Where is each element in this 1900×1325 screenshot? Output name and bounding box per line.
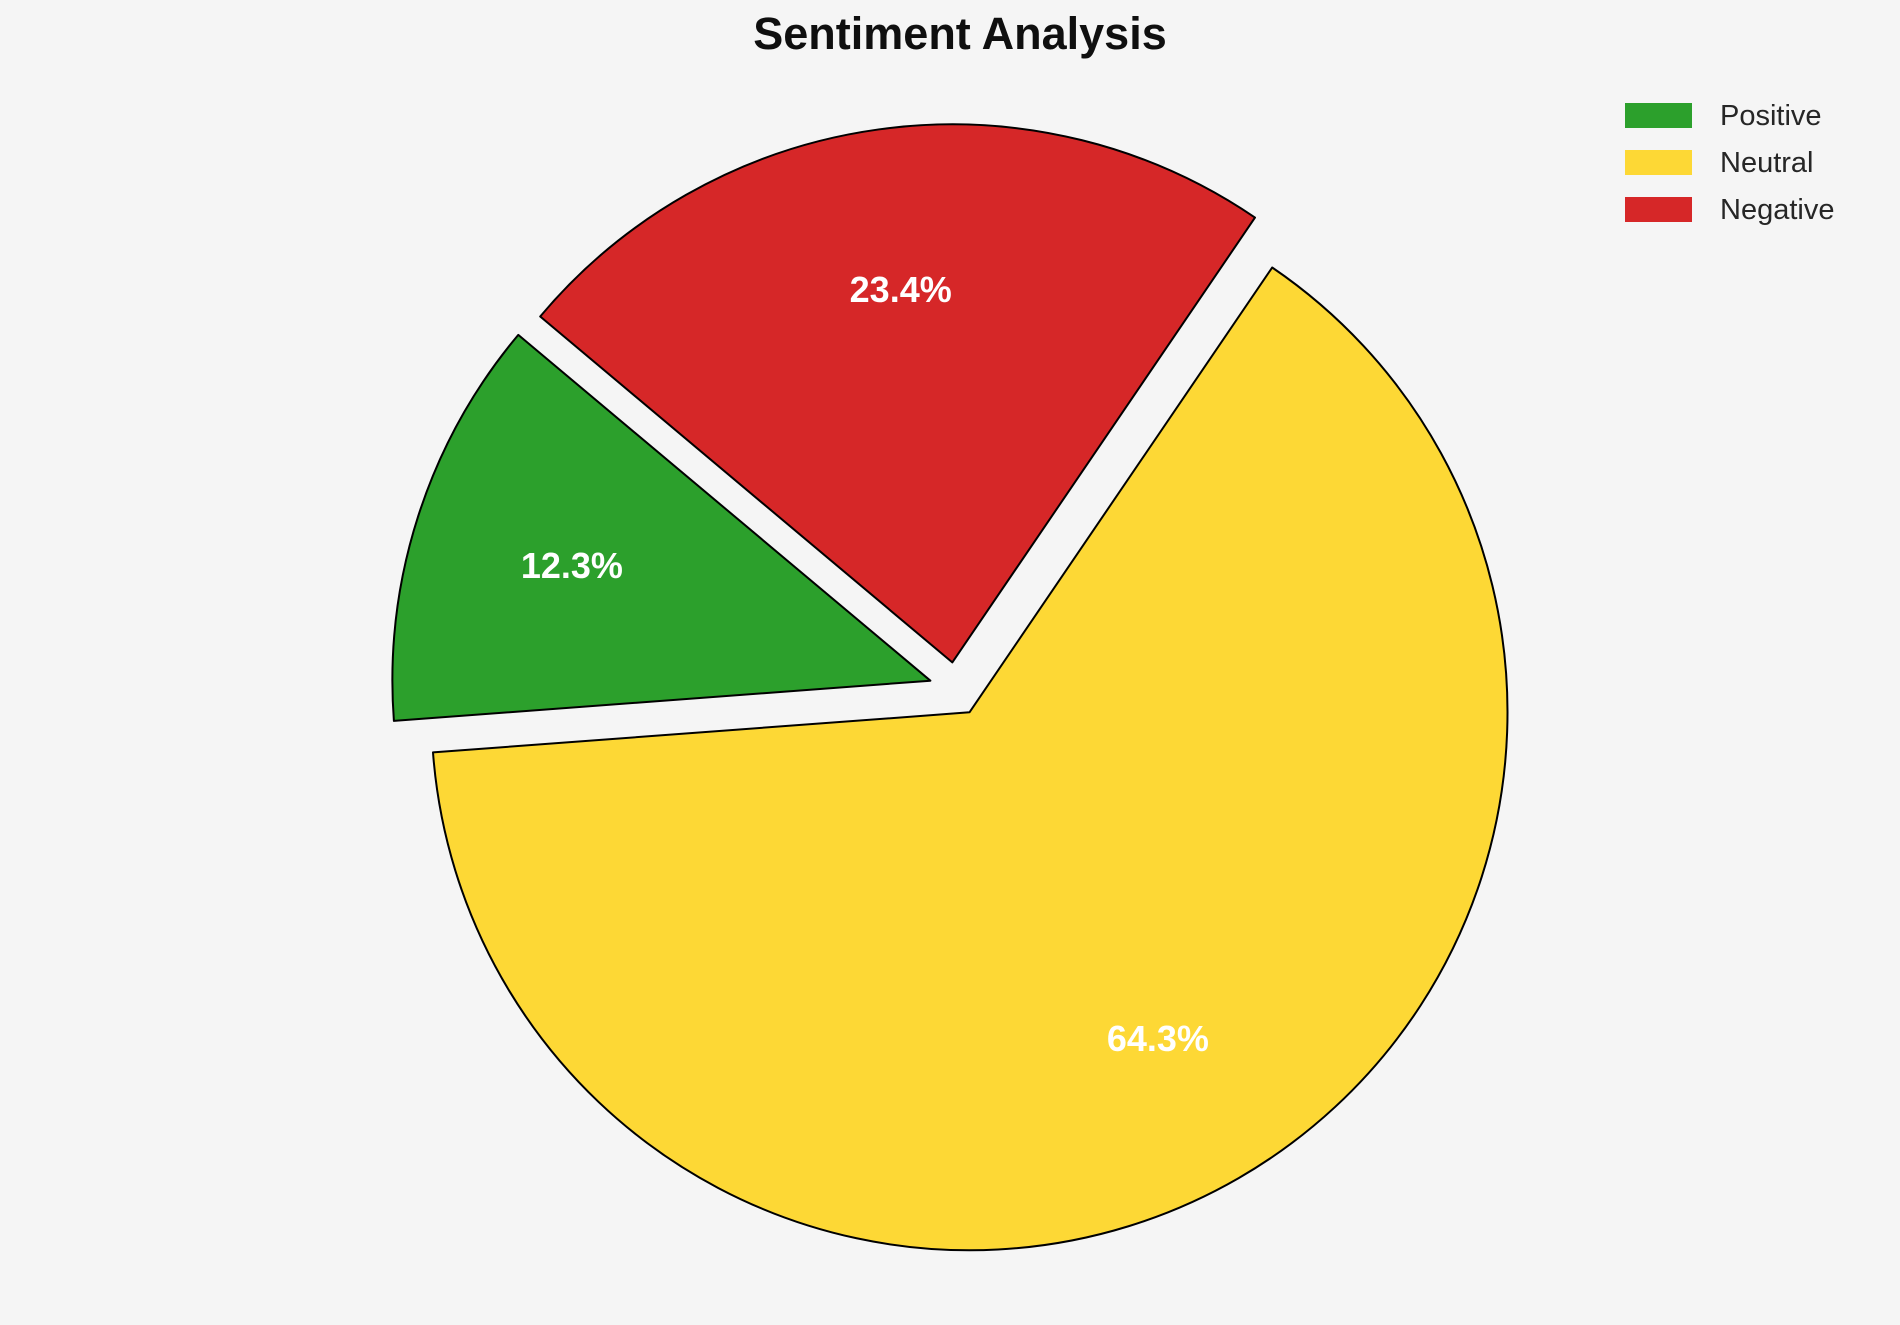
pie-label-negative: 23.4% [850,269,952,310]
pie-slice-positive [391,333,932,722]
legend-label-neutral: Neutral [1720,147,1814,179]
legend-label-positive: Positive [1720,100,1822,132]
legend-swatch-neutral [1625,150,1692,175]
legend-label-negative: Negative [1720,194,1834,226]
pie-slice-negative [539,123,1256,664]
pie-label-positive: 12.3% [521,545,623,586]
pie-label-neutral: 64.3% [1107,1018,1209,1059]
legend-swatch-negative [1625,197,1692,222]
legend: Positive Neutral Negative [1625,100,1834,226]
chart-title: Sentiment Analysis [753,8,1166,59]
pie-slices [391,123,1509,1252]
pie-percentage-labels: 12.3% 64.3% 23.4% [521,269,1209,1059]
pie-slice-neutral [432,266,1509,1252]
legend-swatch-positive [1625,103,1692,128]
